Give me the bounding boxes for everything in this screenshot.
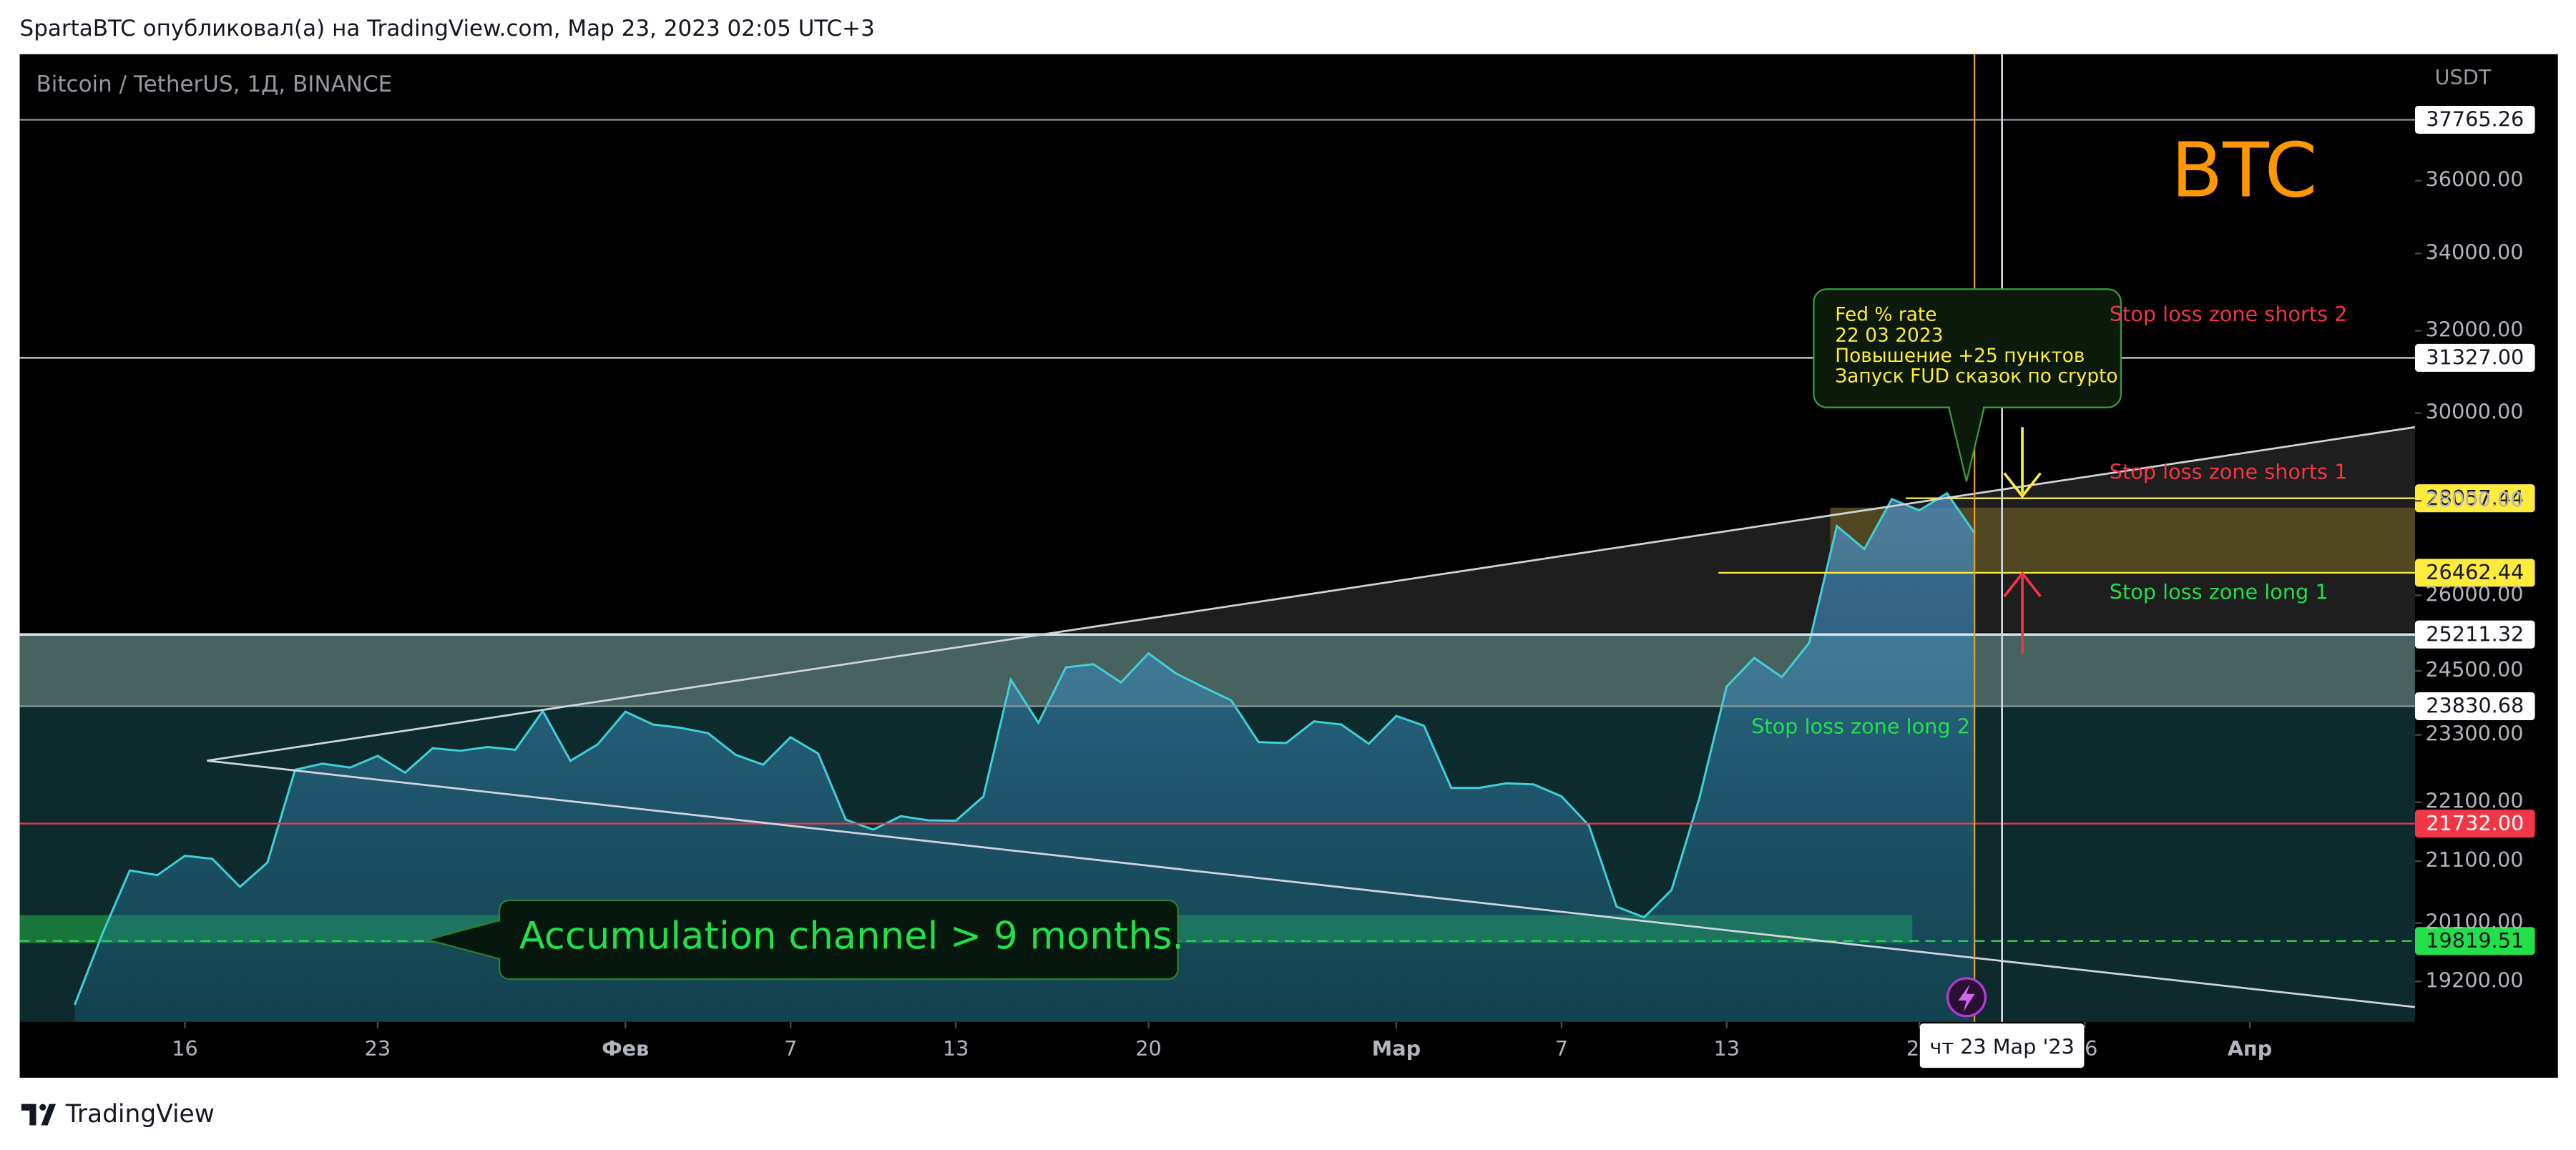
x-tick-label: Мар bbox=[1372, 1036, 1421, 1061]
unit-label: USDT bbox=[2434, 65, 2491, 89]
y-tick-label: 24500.00 bbox=[2426, 657, 2524, 682]
drawings-front bbox=[207, 426, 2415, 1008]
price-line bbox=[74, 491, 1976, 1006]
fed-note-line: Fed % rate bbox=[1835, 304, 1936, 326]
level-label: 31327.00 bbox=[2426, 345, 2524, 370]
ticker-label: BTC bbox=[2171, 127, 2318, 215]
y-tick-label: 28000.00 bbox=[2426, 487, 2524, 511]
fed-note-line: Запуск FUD сказок по crypto bbox=[1835, 365, 2117, 388]
zone-label: Stop loss zone long 1 bbox=[2110, 579, 2328, 604]
zone-label: Stop loss zone shorts 1 bbox=[2110, 460, 2348, 484]
level-label-box bbox=[2414, 343, 2535, 372]
vertical-lines bbox=[1973, 54, 2004, 1022]
level-label: 19819.51 bbox=[2426, 928, 2524, 953]
y-tick-label: 26000.00 bbox=[2426, 581, 2524, 606]
level-label: 26462.44 bbox=[2426, 560, 2524, 584]
x-tick-label: 23 bbox=[365, 1036, 391, 1061]
arrow-down bbox=[2003, 427, 2042, 498]
arrow-head bbox=[2003, 571, 2042, 597]
arrow-up bbox=[2003, 571, 2042, 654]
x-tick-label: 13 bbox=[943, 1036, 969, 1061]
x-tick-label: 13 bbox=[1713, 1036, 1740, 1061]
x-tick-label: Фев bbox=[602, 1036, 649, 1061]
level-label-box bbox=[2414, 559, 2535, 587]
area-fill bbox=[74, 493, 1975, 1022]
level-label: 37765.26 bbox=[2426, 107, 2524, 132]
level-label-box bbox=[2414, 620, 2535, 649]
alert-icon[interactable] bbox=[1946, 977, 1987, 1018]
y-tick-label: 19200.00 bbox=[2426, 968, 2524, 992]
zone-label: Stop loss zone long 2 bbox=[1751, 714, 1970, 739]
y-tick-label: 20100.00 bbox=[2426, 910, 2524, 934]
x-tick-label: Апр bbox=[2228, 1036, 2273, 1061]
callout-joint bbox=[1950, 404, 1983, 409]
y-tick-label: 34000.00 bbox=[2426, 240, 2524, 265]
x-tick-label: 7 bbox=[1555, 1036, 1568, 1061]
x-tick-label: 16 bbox=[172, 1036, 198, 1061]
fed-note: Fed % rate 22 03 2023 Повышение +25 пунк… bbox=[1835, 304, 2117, 388]
y-tick-label: 32000.00 bbox=[2426, 318, 2524, 342]
level-label: 23830.68 bbox=[2426, 694, 2524, 718]
x-tick-label: 7 bbox=[784, 1036, 797, 1061]
trendline-upper bbox=[207, 426, 2415, 762]
fed-note-line: Повышение +25 пунктов bbox=[1835, 345, 2085, 367]
alert-bolt bbox=[1958, 983, 1975, 1013]
y-tick-label: 21100.00 bbox=[2426, 847, 2524, 872]
brand-name: TradingView bbox=[65, 1100, 215, 1129]
level-label: 28057.44 bbox=[2426, 486, 2524, 510]
x-tick-label: 20 bbox=[1135, 1036, 1162, 1061]
symbol-title: Bitcoin / TetherUS, 1Д, BINANCE bbox=[36, 72, 393, 97]
channel-joint bbox=[497, 921, 503, 958]
publisher-line: SpartaBTC опубликовал(а) на TradingView.… bbox=[20, 16, 875, 41]
level-label-box bbox=[2414, 810, 2535, 838]
level-label: 25211.32 bbox=[2426, 621, 2524, 646]
level-lines: 37765.26 31327.00 28057.44 26462.44 25211.32… bbox=[19, 105, 2535, 955]
level-label-box bbox=[2414, 927, 2535, 955]
level-label-box bbox=[2414, 692, 2535, 720]
crosshair-box bbox=[1919, 1023, 2085, 1068]
y-tick-label: 23300.00 bbox=[2426, 722, 2524, 746]
area-group bbox=[74, 491, 1976, 1022]
level-label-box bbox=[2414, 105, 2535, 134]
crosshair-date: чт 23 Мар '23 bbox=[1929, 1035, 2075, 1059]
y-tick-label: 36000.00 bbox=[2426, 167, 2524, 192]
trendline-lower bbox=[207, 760, 2415, 1008]
crosshair-label: чт 23 Мар '23 bbox=[1919, 1023, 2085, 1068]
fed-note-line: 22 03 2023 bbox=[1835, 324, 1943, 346]
arrow-head bbox=[2003, 472, 2042, 498]
level-label: 21732.00 bbox=[2426, 811, 2524, 835]
y-tick-label: 22100.00 bbox=[2426, 789, 2524, 813]
level-label-box bbox=[2414, 484, 2535, 513]
price-scale: 36000.00 34000.00 32000.00 30000.00 28000.00… bbox=[2414, 167, 2524, 992]
brand-logo-dot bbox=[39, 1104, 46, 1111]
y-tick-label: 30000.00 bbox=[2426, 399, 2524, 423]
channel-label: Accumulation channel > 9 months. bbox=[519, 914, 1184, 958]
zone-label: Stop loss zone shorts 2 bbox=[2110, 302, 2348, 326]
